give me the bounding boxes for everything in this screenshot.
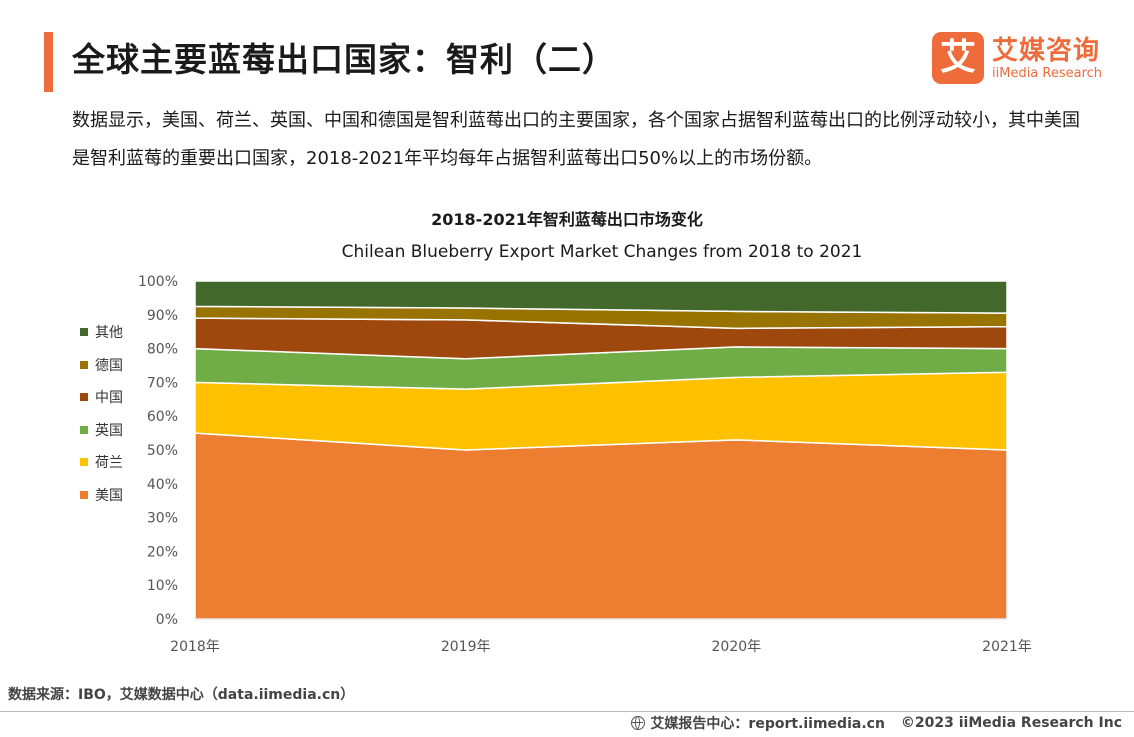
chart-subtitle: Chilean Blueberry Export Market Changes … [341,242,863,262]
legend-label: 中国 [95,390,123,407]
legend-item: 中国 [80,381,123,414]
legend-swatch [80,490,88,499]
y-tick-label: 0% [156,612,178,628]
area-series-5 [194,280,1008,314]
legend-item: 美国 [80,479,123,512]
y-tick-label: 100% [138,274,178,290]
chart-legend: 其他德国中国英国荷兰美国 [80,316,123,511]
y-tick-label: 10% [147,578,178,594]
legend-item: 英国 [80,414,123,447]
logo-cn-text: 艾媒咨询 [992,36,1101,66]
legend-swatch [80,328,88,337]
x-tick-label: 2021年 [982,639,1032,655]
legend-label: 英国 [95,422,123,439]
legend-swatch [80,425,88,434]
legend-label: 其他 [95,325,123,342]
y-tick-label: 60% [147,409,178,425]
description-text: 数据显示，美国、荷兰、英国、中国和德国是智利蓝莓出口的主要国家，各个国家占据智利… [72,110,1080,169]
footer-copyright: ©2023 iiMedia Research Inc [900,715,1122,731]
legend-swatch [80,360,88,369]
y-tick-label: 70% [147,375,178,391]
title-accent-bar [44,32,53,92]
y-tick-label: 20% [147,544,178,560]
page-title: 全球主要蓝莓出口国家：智利（二） [72,40,616,79]
data-source: 数据来源：IBO，艾媒数据中心（data.iimedia.cn） [8,687,355,703]
x-tick-label: 2020年 [712,639,762,655]
footer-divider [0,711,1134,712]
x-tick-label: 2019年 [441,639,491,655]
y-tick-label: 80% [147,342,178,358]
legend-item: 德国 [80,349,123,382]
legend-label: 德国 [95,357,123,374]
legend-swatch [80,393,88,402]
legend-label: 美国 [95,487,123,504]
globe-icon [631,716,646,730]
legend-label: 荷兰 [95,455,123,472]
legend-item: 其他 [80,316,123,349]
footer-site: 艾媒报告中心：report.iimedia.cn [650,716,885,732]
legend-swatch [80,458,88,467]
iimedia-logo: 艾 艾媒咨询 iiMedia Research [932,30,1122,86]
y-tick-label: 50% [147,443,178,459]
area-series-0 [194,432,1008,620]
y-tick-label: 90% [147,308,178,324]
logo-mark: 艾 [932,32,984,84]
chart-title: 2018-2021年智利蓝莓出口市场变化 [431,210,703,229]
logo-en-text: iiMedia Research [992,66,1103,81]
x-tick-label: 2018年 [170,639,220,655]
legend-item: 荷兰 [80,446,123,479]
y-tick-label: 40% [147,477,178,493]
y-tick-label: 30% [147,511,178,527]
footer: 艾媒报告中心：report.iimedia.cn ©2023 iiMedia R… [631,713,1122,733]
